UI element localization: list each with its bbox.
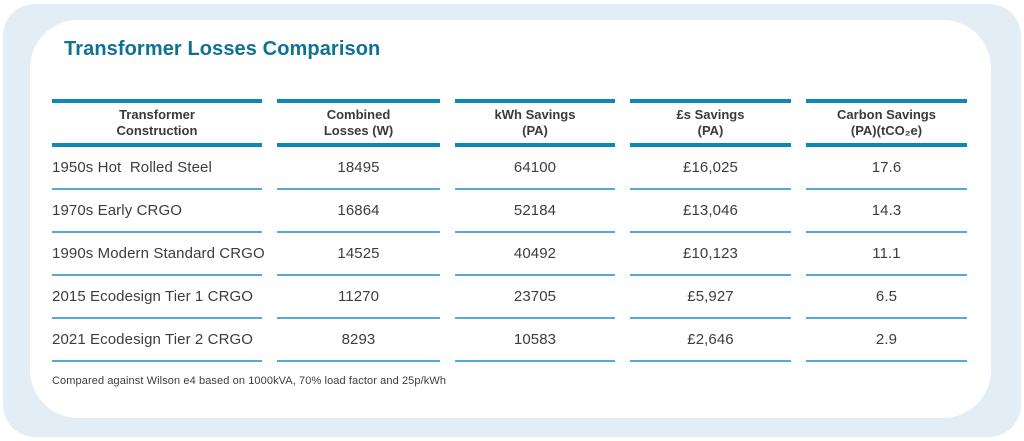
cell-combined-losses: 16864 <box>277 190 440 233</box>
losses-comparison-card: Transformer Losses Comparison Transforme… <box>30 20 991 418</box>
cell-kwh-savings: 10583 <box>455 319 615 362</box>
cell-gbp-savings: £16,025 <box>630 147 791 190</box>
cell-combined-losses: 18495 <box>277 147 440 190</box>
header-line: Combined <box>326 107 391 122</box>
column-header-carbon-savings: Carbon Savings (PA)(tCO₂e) <box>806 99 967 147</box>
cell-kwh-savings: 40492 <box>455 233 615 276</box>
header-line: Carbon Savings <box>837 107 936 122</box>
cell-construction: 2015 Ecodesign Tier 1 CRGO <box>52 276 262 319</box>
cell-construction: 2021 Ecodesign Tier 2 CRGO <box>52 319 262 362</box>
outer-rounded-panel: Transformer Losses Comparison Transforme… <box>3 4 1021 437</box>
header-line: kWh Savings <box>494 107 576 122</box>
cell-gbp-savings: £2,646 <box>630 319 791 362</box>
header-line: (PA) <box>522 123 548 138</box>
cell-construction: 1950s Hot Rolled Steel <box>52 147 262 190</box>
cell-construction: 1990s Modern Standard CRGO <box>52 233 265 276</box>
cell-combined-losses: 11270 <box>277 276 440 319</box>
cell-carbon-savings: 6.5 <box>806 276 967 319</box>
cell-gbp-savings: £10,123 <box>630 233 791 276</box>
comparison-footnote: Compared against Wilson e4 based on 1000… <box>52 375 447 387</box>
cell-carbon-savings: 17.6 <box>806 147 967 190</box>
cell-combined-losses: 8293 <box>277 319 440 362</box>
cell-kwh-savings: 23705 <box>455 276 615 319</box>
header-line: Losses (W) <box>323 123 394 138</box>
cell-combined-losses: 14525 <box>277 233 440 276</box>
cell-carbon-savings: 11.1 <box>806 233 967 276</box>
column-header-combined-losses: Combined Losses (W) <box>277 99 440 147</box>
column-header-gbp-savings: £s Savings (PA) <box>630 99 791 147</box>
header-line: Transformer <box>119 107 195 122</box>
cell-kwh-savings: 52184 <box>455 190 615 233</box>
column-header-kwh-savings: kWh Savings (PA) <box>455 99 615 147</box>
cell-carbon-savings: 2.9 <box>806 319 967 362</box>
losses-comparison-table: Transformer Construction Combined Losses… <box>52 99 967 362</box>
header-line: Construction <box>116 123 198 138</box>
page-title: Transformer Losses Comparison <box>64 38 381 60</box>
column-header-transformer-construction: Transformer Construction <box>52 99 262 147</box>
header-line: £s Savings <box>676 107 745 122</box>
cell-gbp-savings: £13,046 <box>630 190 791 233</box>
cell-carbon-savings: 14.3 <box>806 190 967 233</box>
header-line: (PA) <box>697 123 724 138</box>
cell-construction: 1970s Early CRGO <box>52 190 262 233</box>
header-line: (PA)(tCO₂e) <box>850 123 923 138</box>
cell-kwh-savings: 64100 <box>455 147 615 190</box>
cell-gbp-savings: £5,927 <box>630 276 791 319</box>
